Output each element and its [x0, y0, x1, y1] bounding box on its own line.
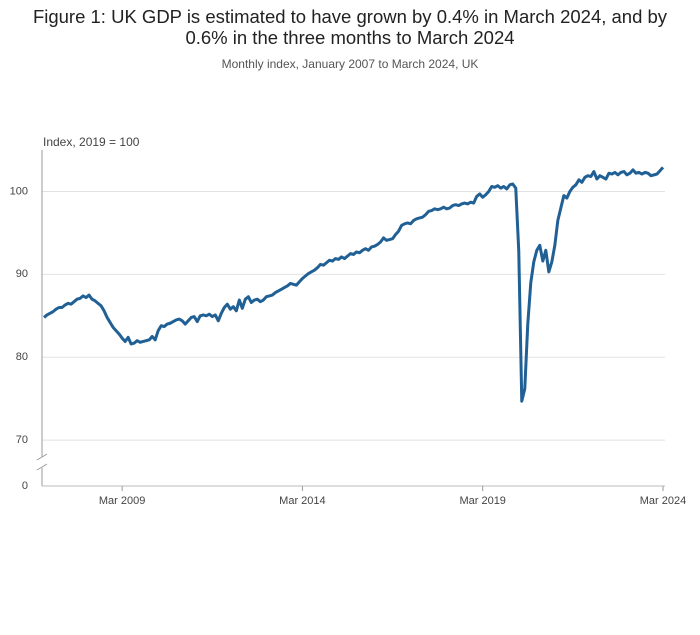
- x-tick-label: Mar 2009: [99, 495, 145, 507]
- chart-subtitle: Monthly index, January 2007 to March 202…: [221, 57, 479, 71]
- y-tick-label: 0: [22, 480, 28, 492]
- x-tick-label: Mar 2014: [279, 495, 325, 507]
- chart-title: Figure 1: UK GDP is estimated to have gr…: [32, 6, 668, 48]
- y-tick-label: 70: [16, 434, 28, 446]
- y-tick-label: 90: [16, 268, 28, 280]
- axis-break: [36, 453, 48, 461]
- y-axis-label: Index, 2019 = 100: [43, 135, 140, 149]
- y-tick-label: 100: [10, 185, 28, 197]
- data-line: [43, 166, 665, 403]
- axis-break: [36, 463, 48, 471]
- x-tick-label: Mar 2024: [640, 495, 686, 507]
- y-tick-label: 80: [16, 351, 28, 363]
- x-tick-label: Mar 2019: [459, 495, 505, 507]
